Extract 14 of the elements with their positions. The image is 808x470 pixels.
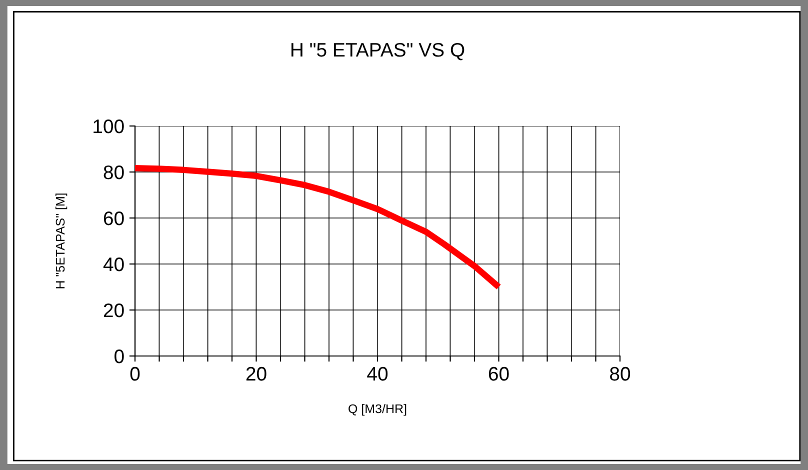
y-tick-label: 40 <box>103 257 124 272</box>
y-tick-label: 20 <box>104 303 124 318</box>
x-tick-label: 0 <box>130 366 140 381</box>
y-tick-label: 0 <box>114 349 124 364</box>
x-tick-label: 60 <box>488 366 509 381</box>
y-tick-label: 60 <box>104 211 124 226</box>
x-tick-label: 20 <box>246 366 266 381</box>
x-axis-title: Q [M3/HR] <box>348 404 406 416</box>
chart-title: H "5 ETAPAS" VS Q <box>292 42 464 60</box>
y-tick-label: 80 <box>104 165 124 180</box>
x-tick-label: 80 <box>610 366 630 381</box>
y-axis-title: H "5ETAPAS" [M] <box>55 194 68 288</box>
x-tick-label: 40 <box>367 366 388 381</box>
y-tick-label: 100 <box>94 119 124 134</box>
